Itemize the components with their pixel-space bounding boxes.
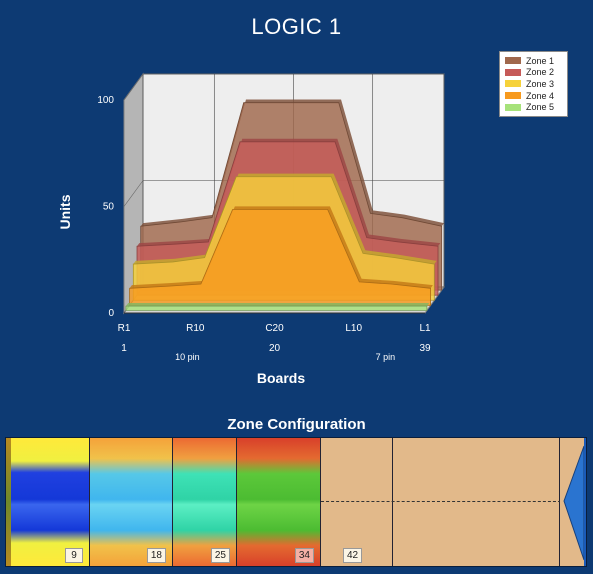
legend-label: Zone 4 — [526, 90, 555, 101]
legend-swatch — [505, 80, 521, 88]
legend-label: Zone 2 — [526, 67, 555, 78]
area-top-1 — [140, 99, 444, 227]
zone-badge: 42 — [343, 548, 363, 563]
x-board-number: 1 — [121, 343, 127, 354]
x-tick-label: R1 — [118, 323, 131, 334]
y-tick-label: 50 — [103, 202, 115, 213]
legend-swatch — [505, 92, 521, 100]
pin-deck-icon — [560, 438, 586, 566]
legend-entry: Zone 2 — [505, 67, 567, 79]
lane-remainder — [393, 438, 560, 566]
zone-segment-2[interactable]: 18 — [90, 438, 173, 566]
x-tick-label: R10 — [186, 323, 205, 334]
lane-centerline — [321, 501, 561, 502]
zone-segment-4[interactable]: 34 — [237, 438, 321, 566]
zone-badge: 9 — [65, 548, 83, 563]
y-tick-label: 100 — [97, 95, 114, 106]
zone-segment-5[interactable]: 42 — [321, 438, 393, 566]
area-top-5 — [125, 303, 430, 307]
legend-entry: Zone 5 — [505, 101, 567, 113]
x-board-number: 20 — [269, 343, 281, 354]
chart-3d-area: 0 50 100 R1 R10 C20 L10 L1 1 20 39 10 pin 7 pin Board… — [57, 72, 445, 386]
zone-badge: 34 — [294, 548, 314, 563]
zone-configuration-title: Zone Configuration — [227, 416, 366, 433]
legend-swatch — [505, 103, 521, 111]
zone-badge: 25 — [210, 548, 230, 563]
legend-entry: Zone 4 — [505, 90, 567, 102]
legend-entry: Zone 1 — [505, 55, 567, 67]
legend-label: Zone 1 — [526, 55, 555, 66]
legend: Zone 1 Zone 2 Zone 3 Zone 4 Zone 5 — [499, 51, 568, 117]
zone-badge: 18 — [146, 548, 166, 563]
grid-line-side — [123, 73, 144, 101]
chart-title: LOGIC 1 — [251, 14, 342, 39]
zone-segment-3[interactable]: 25 — [173, 438, 237, 566]
y-tick-label: 0 — [108, 308, 114, 319]
x-tick-label: L1 — [419, 323, 431, 334]
grid-line-side — [123, 180, 144, 207]
area-top-3 — [133, 173, 437, 265]
legend-swatch — [505, 68, 521, 76]
legend-swatch — [505, 57, 521, 65]
legend-entry: Zone 3 — [505, 78, 567, 90]
x-axis-title: Boards — [257, 370, 305, 386]
area-series-4 — [129, 209, 432, 306]
zone-segment-1[interactable]: 9 — [6, 438, 90, 566]
area-series-5 — [125, 305, 428, 311]
y-axis-title: Units — [57, 194, 73, 229]
legend-label: Zone 5 — [526, 102, 555, 113]
x-pin-label: 10 pin — [175, 352, 200, 362]
x-board-number: 39 — [419, 343, 431, 354]
zone-configuration-lane: 9 18 25 34 42 — [5, 437, 587, 567]
x-tick-label: L10 — [345, 323, 362, 334]
x-tick-label: C20 — [265, 323, 284, 334]
x-pin-label: 7 pin — [376, 352, 396, 362]
legend-label: Zone 3 — [526, 78, 555, 89]
